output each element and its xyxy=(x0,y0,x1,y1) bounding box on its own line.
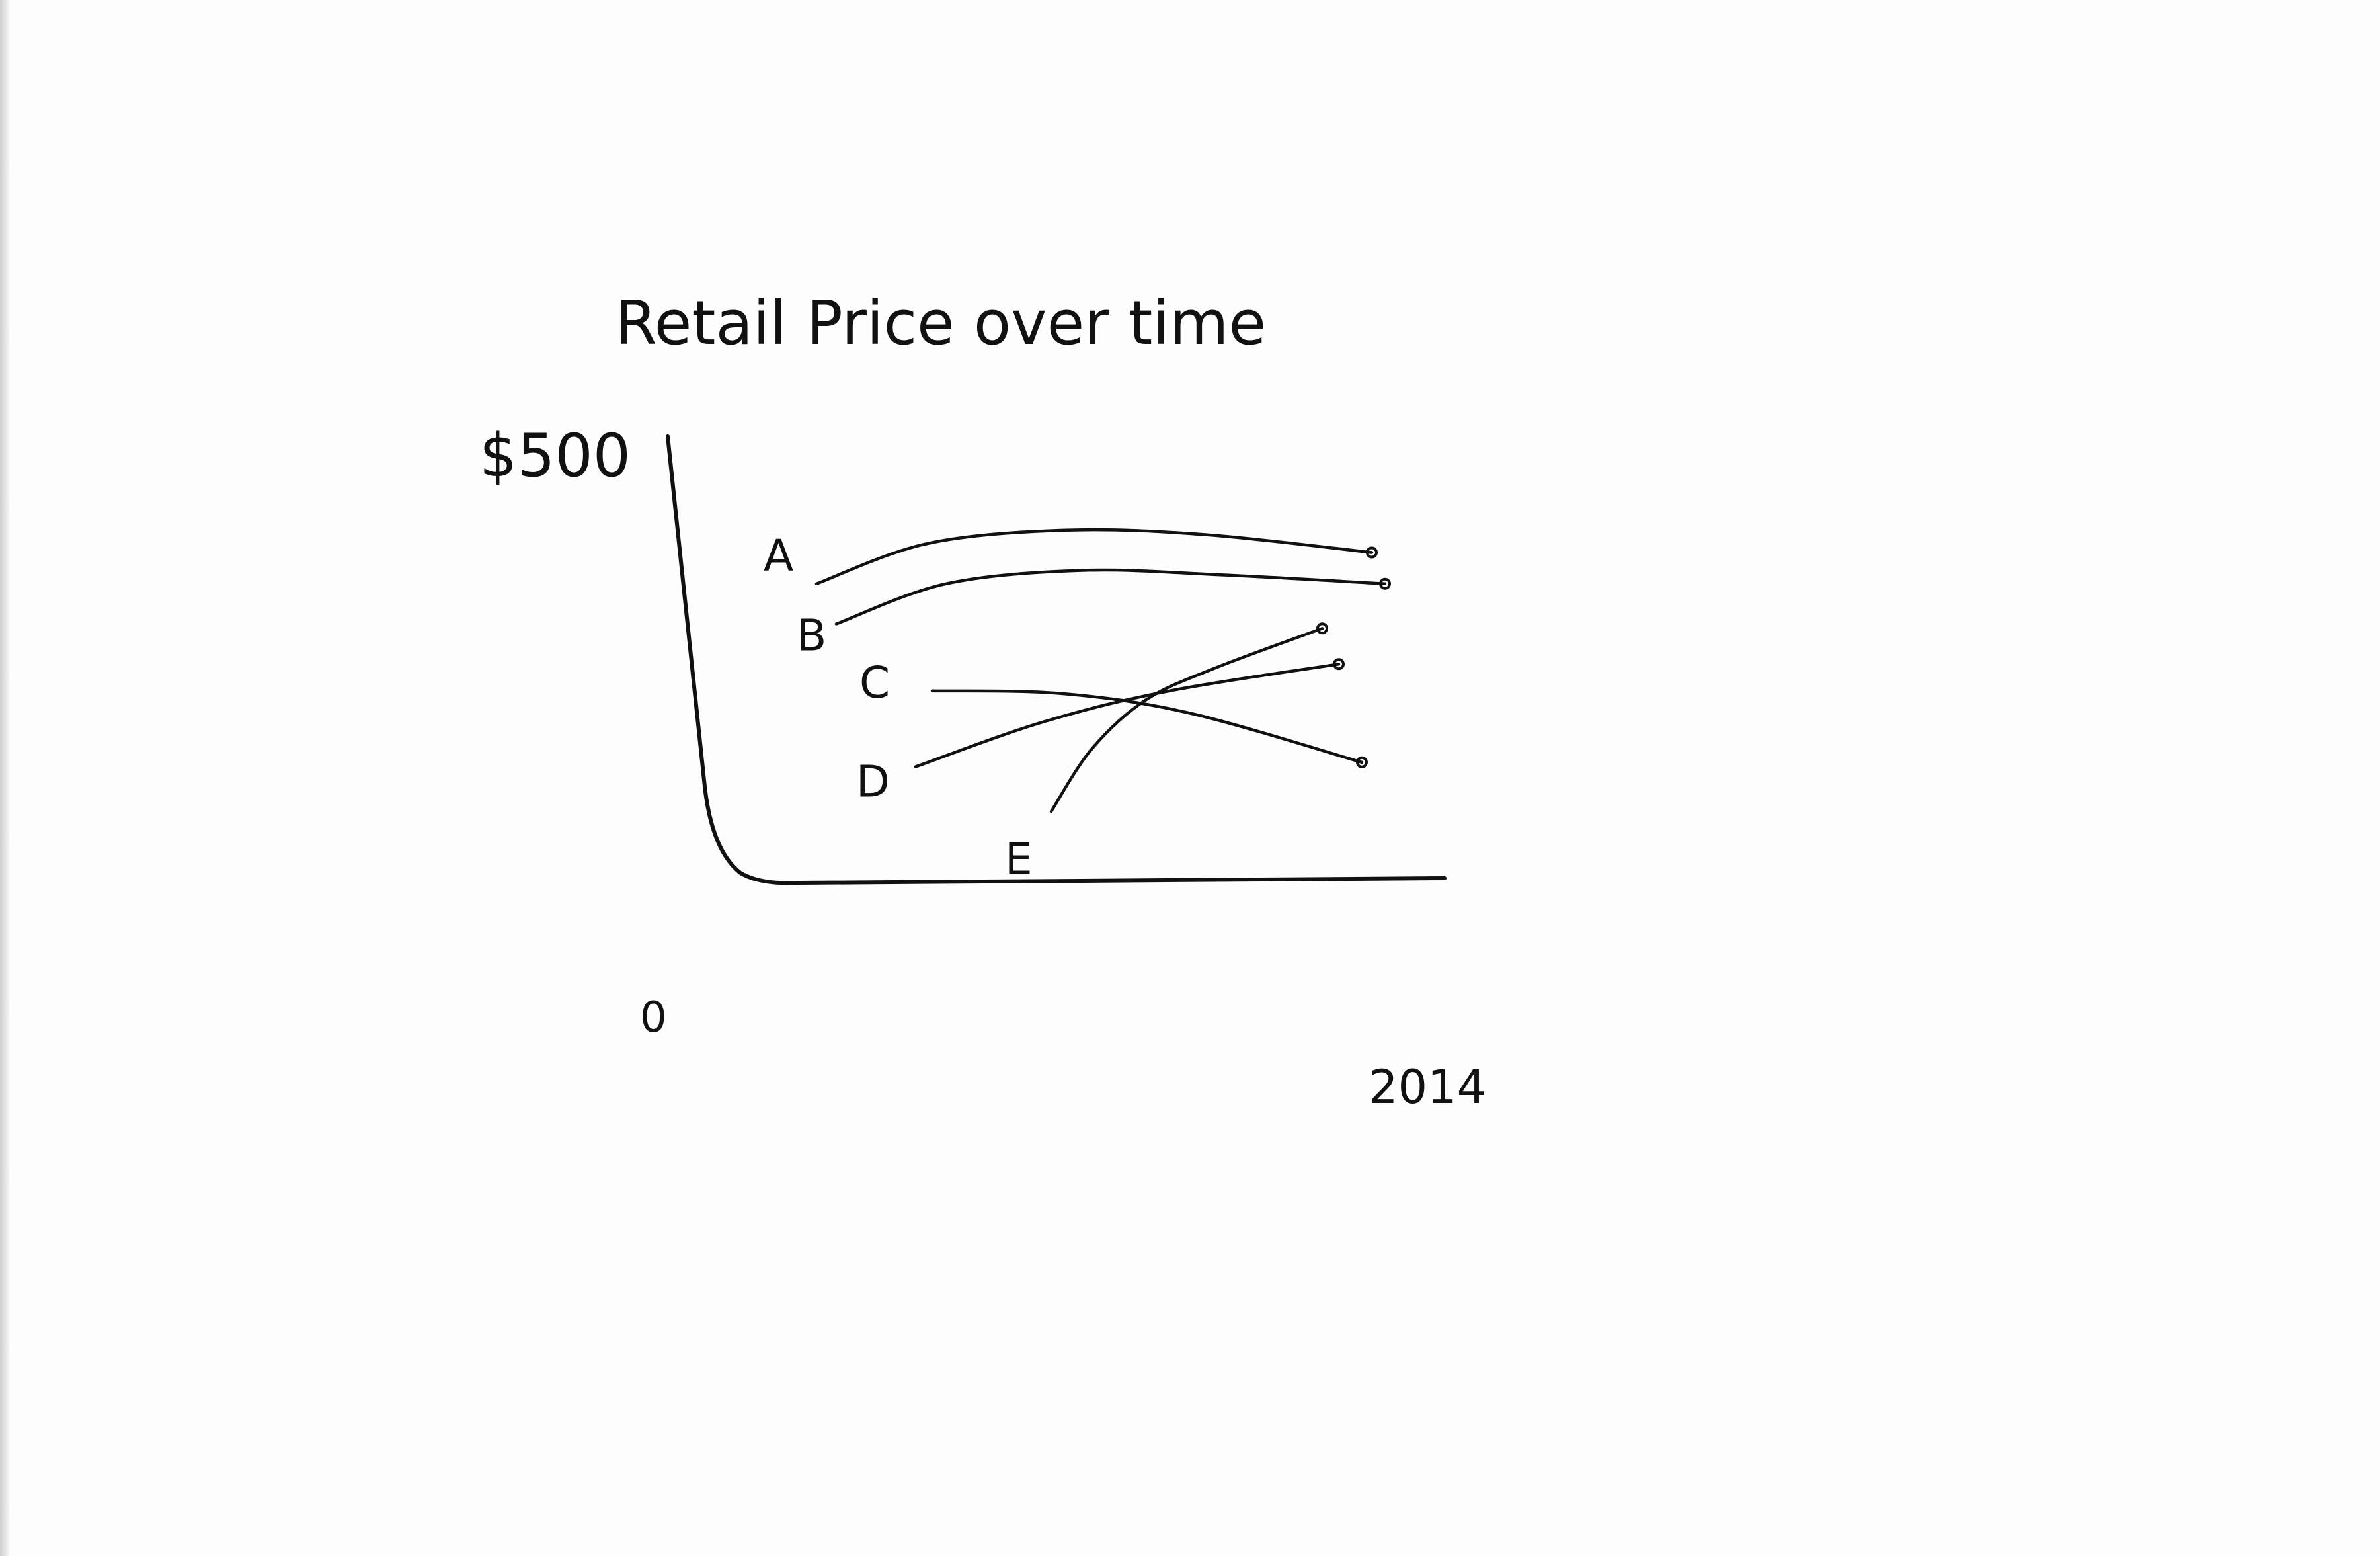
series-label-d: D xyxy=(856,757,890,807)
y-axis-max-label: $500 xyxy=(479,421,631,491)
scan-edge-shadow xyxy=(0,0,9,1556)
axes-lines xyxy=(666,434,1447,885)
series-endpoint-a xyxy=(1366,546,1378,559)
y-axis-zero-label: 0 xyxy=(640,993,667,1042)
series-label-e: E xyxy=(1005,834,1033,885)
series-endpoint-c xyxy=(1356,756,1368,768)
series-endpoint-e xyxy=(1316,622,1328,635)
series-line-d xyxy=(914,663,1341,768)
x-axis-end-label: 2014 xyxy=(1368,1060,1486,1114)
chart-title: Retail Price over time xyxy=(615,288,1266,358)
series-endpoint-d xyxy=(1333,658,1345,671)
series-line-a xyxy=(814,528,1374,586)
series-label-c: C xyxy=(859,657,890,708)
series-line-e xyxy=(1049,627,1324,813)
series-line-c xyxy=(930,689,1364,764)
series-endpoint-b xyxy=(1379,577,1391,590)
series-label-b: B xyxy=(797,610,826,661)
series-line-b xyxy=(834,568,1387,626)
series-label-a: A xyxy=(764,530,793,581)
